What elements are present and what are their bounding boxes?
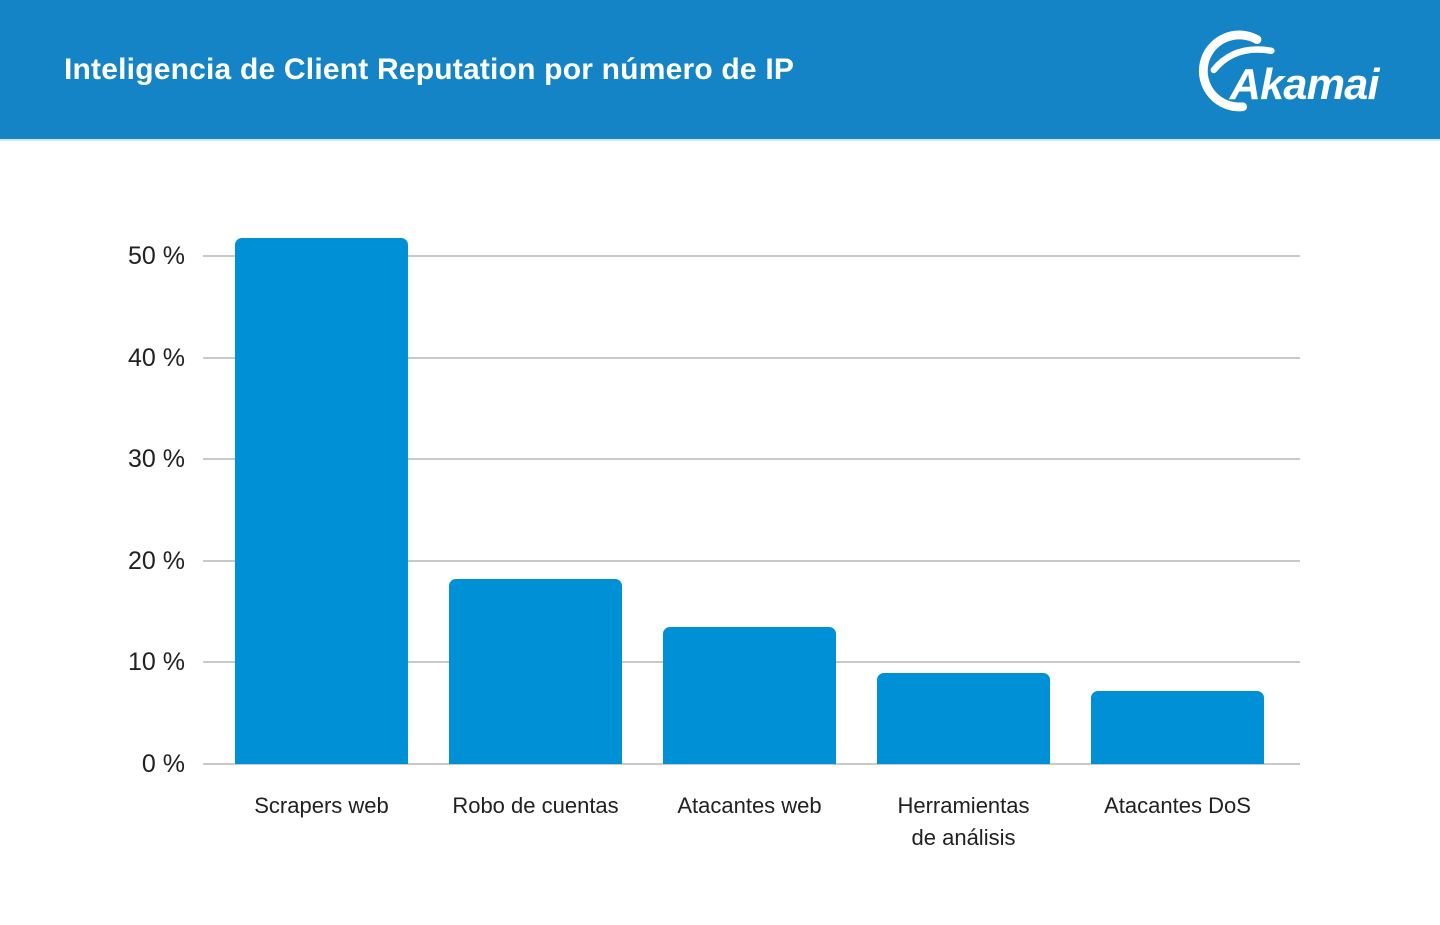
- y-axis-label-10: 10 %: [128, 648, 185, 677]
- akamai-logo: Akamai: [1185, 28, 1385, 112]
- bar-robo-de-cuentas: [449, 579, 622, 764]
- x-axis-label-atacantes-dos: Atacantes DoS: [1068, 790, 1288, 822]
- y-axis-label-30: 30 %: [128, 445, 185, 474]
- gridline-40: [203, 356, 1300, 359]
- y-axis-label-50: 50 %: [128, 242, 185, 270]
- bar-atacantes-web: [663, 626, 836, 764]
- x-axis-label-line: Scrapers web: [254, 793, 389, 818]
- header-banner: Inteligencia de Client Reputation por nú…: [0, 0, 1440, 139]
- bar-atacantes-dos: [1091, 690, 1264, 764]
- gridline-30: [203, 458, 1300, 461]
- x-axis-label-line: Robo de cuentas: [452, 793, 619, 818]
- bar-scrapers-web: [235, 237, 408, 764]
- x-axis-label-line: Herramientas: [897, 793, 1030, 818]
- akamai-swoosh-icon: Akamai: [1198, 30, 1381, 111]
- akamai-logo-text: Akamai: [1229, 60, 1381, 108]
- y-axis-label-20: 20 %: [128, 546, 185, 575]
- page-title: Inteligencia de Client Reputation por nú…: [64, 52, 795, 86]
- gridline-50: [203, 255, 1300, 257]
- gridline-20: [203, 559, 1300, 562]
- x-axis-label-line: de análisis: [911, 825, 1016, 850]
- gridline-0: [203, 763, 1300, 765]
- y-axis-label-40: 40 %: [128, 343, 185, 372]
- x-axis-label-line: Atacantes DoS: [1104, 793, 1251, 818]
- bar-chart: 0 % 10 % 20 % 30 % 40 % 50 % Scrapers web Robo …: [128, 204, 1300, 850]
- x-axis-label-herramientas-de-an-lisis: Herramientas de análisis: [854, 790, 1074, 854]
- x-axis-label-robo-de-cuentas: Robo de cuentas: [426, 790, 646, 822]
- y-axis-label-0: 0 %: [141, 750, 185, 778]
- x-axis-label-scrapers-web: Scrapers web: [212, 790, 432, 822]
- x-axis-label-atacantes-web: Atacantes web: [640, 790, 860, 822]
- bar-herramientas-de-an-lisis: [877, 672, 1050, 764]
- x-axis-label-line: Atacantes web: [677, 793, 822, 818]
